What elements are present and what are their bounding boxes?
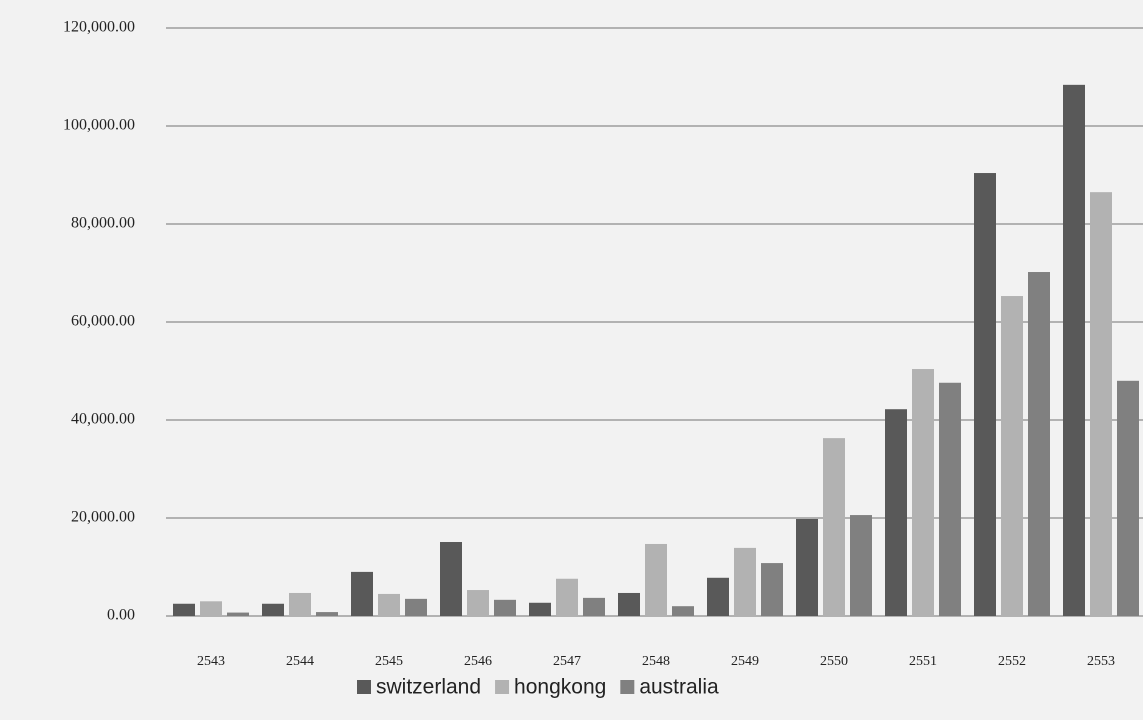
legend: switzerland hongkong australia xyxy=(357,676,719,699)
x-tick-label: 2544 xyxy=(286,654,314,669)
x-tick-label: 2549 xyxy=(731,654,759,669)
bar xyxy=(823,438,845,616)
bar xyxy=(974,173,996,616)
bar xyxy=(173,604,195,616)
bar xyxy=(583,598,605,616)
bar xyxy=(227,613,249,616)
y-tick-label: 20,000.00 xyxy=(71,509,135,526)
bar xyxy=(796,519,818,616)
bar xyxy=(529,603,551,616)
bar xyxy=(645,544,667,616)
x-tick-label: 2551 xyxy=(909,654,937,669)
x-tick-label: 2553 xyxy=(1087,654,1115,669)
bar xyxy=(912,369,934,616)
y-tick-label: 0.00 xyxy=(107,607,135,624)
bar xyxy=(262,604,284,616)
bar xyxy=(734,548,756,616)
bar xyxy=(1063,85,1085,616)
y-tick-label: 40,000.00 xyxy=(71,411,135,428)
bar xyxy=(440,542,462,616)
bar xyxy=(316,612,338,616)
bar xyxy=(672,606,694,616)
bar xyxy=(1001,296,1023,616)
x-tick-label: 2552 xyxy=(998,654,1026,669)
bar xyxy=(556,579,578,616)
legend-label: australia xyxy=(639,676,719,699)
legend-swatch xyxy=(620,680,634,694)
bar xyxy=(885,409,907,616)
bar xyxy=(289,593,311,616)
x-tick-label: 2543 xyxy=(197,654,225,669)
y-tick-label: 60,000.00 xyxy=(71,313,135,330)
bar xyxy=(494,600,516,616)
legend-label: switzerland xyxy=(376,676,481,699)
legend-swatch xyxy=(495,680,509,694)
legend-swatch xyxy=(357,680,371,694)
x-tick-label: 2546 xyxy=(464,654,492,669)
x-tick-label: 2548 xyxy=(642,654,670,669)
bar xyxy=(405,599,427,616)
chart: 0.00 20,000.00 40,000.00 60,000.00 80,000.00… xyxy=(0,0,1143,720)
bar xyxy=(1090,192,1112,616)
bar xyxy=(850,515,872,616)
bar xyxy=(200,601,222,616)
bar xyxy=(378,594,400,616)
y-tick-label: 80,000.00 xyxy=(71,215,135,232)
bar xyxy=(618,593,640,616)
bar xyxy=(939,383,961,616)
x-tick-label: 2545 xyxy=(375,654,403,669)
bar xyxy=(1117,381,1139,616)
legend-label: hongkong xyxy=(514,676,606,699)
bar xyxy=(351,572,373,616)
y-tick-label: 120,000.00 xyxy=(63,19,135,36)
x-tick-label: 2550 xyxy=(820,654,848,669)
bar xyxy=(1028,272,1050,616)
bar xyxy=(761,563,783,616)
y-tick-label: 100,000.00 xyxy=(63,117,135,134)
bar xyxy=(707,578,729,616)
bar xyxy=(467,590,489,616)
x-tick-label: 2547 xyxy=(553,654,581,669)
